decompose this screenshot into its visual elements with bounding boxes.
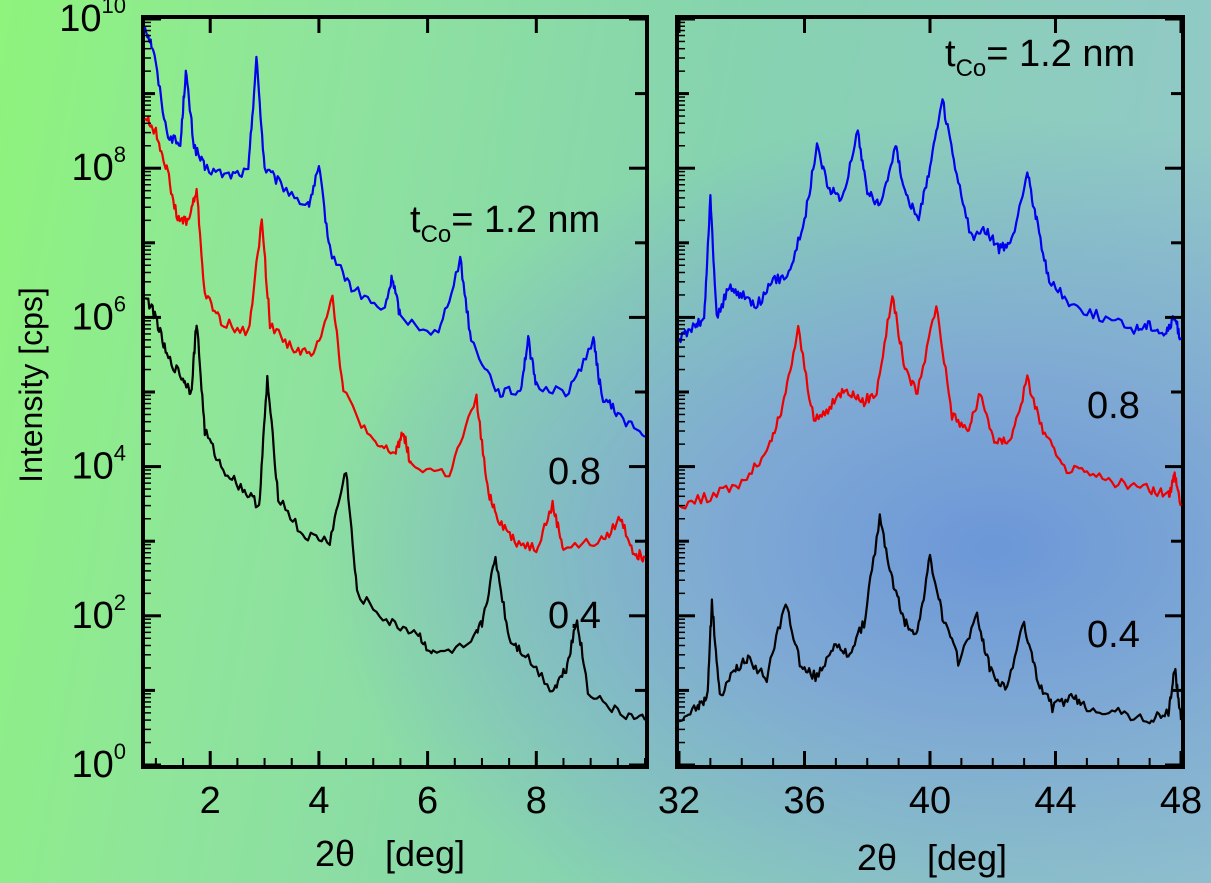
left-x-tick-label: 4 (308, 780, 329, 822)
y-tick-label: 100 (71, 739, 126, 786)
left-x-tick-label: 2 (200, 780, 221, 822)
right-series-line-0 (677, 98, 1182, 344)
left-x-tick-label: 8 (526, 780, 547, 822)
right-x-tick-label: 48 (1160, 780, 1202, 822)
left-series-line-2 (144, 297, 646, 721)
y-tick-label: 102 (71, 590, 126, 637)
left-x-ticks: 2 4 6 8 (154, 19, 646, 822)
y-axis-label: Intensity [cps] (13, 287, 49, 483)
right-plot-frame (675, 15, 1185, 769)
right-x-tick-label: 32 (658, 780, 700, 822)
right-y-ticks (679, 17, 1181, 767)
left-series-group (143, 26, 646, 721)
left-series-line-0 (143, 26, 646, 438)
right-x-tick-label: 36 (783, 780, 825, 822)
left-thickness-annotation: tCo= 1.2 nm (410, 199, 600, 248)
y-tick-label: 108 (71, 142, 126, 189)
right-label-0.4: 0.4 (1087, 614, 1140, 656)
right-thickness-annotation: tCo= 1.2 nm (945, 33, 1135, 82)
right-x-axis-label: 2θ [deg] (857, 837, 1007, 878)
y-tick-label: 1010 (59, 0, 126, 40)
left-panel-low-angle: 2 4 6 8 100 102 104 106 108 1010 tCo= 1.2 nm 0.8… (13, 0, 649, 874)
left-series-line-1 (144, 115, 646, 563)
y-tick-label: 106 (71, 291, 126, 338)
left-y-ticks: 100 102 104 106 108 1010 (59, 0, 645, 786)
left-label-0.8: 0.8 (548, 451, 601, 493)
right-series-line-1 (678, 295, 1182, 510)
left-x-axis-label: 2θ [deg] (315, 833, 465, 874)
right-series-group (677, 98, 1183, 725)
y-tick-label: 104 (71, 441, 126, 488)
left-x-tick-label: 6 (417, 780, 438, 822)
right-x-tick-label: 44 (1034, 780, 1076, 822)
right-label-0.8: 0.8 (1087, 385, 1140, 427)
right-series-line-2 (678, 513, 1183, 725)
left-label-0.4: 0.4 (548, 595, 601, 637)
right-panel-high-angle: 32 36 40 44 48 tCo= 1.2 nm 0.8 0.4 2θ [deg] (658, 15, 1202, 878)
right-x-tick-label: 40 (909, 780, 951, 822)
left-plot-frame (141, 15, 649, 769)
right-x-ticks: 32 36 40 44 48 (658, 19, 1202, 822)
